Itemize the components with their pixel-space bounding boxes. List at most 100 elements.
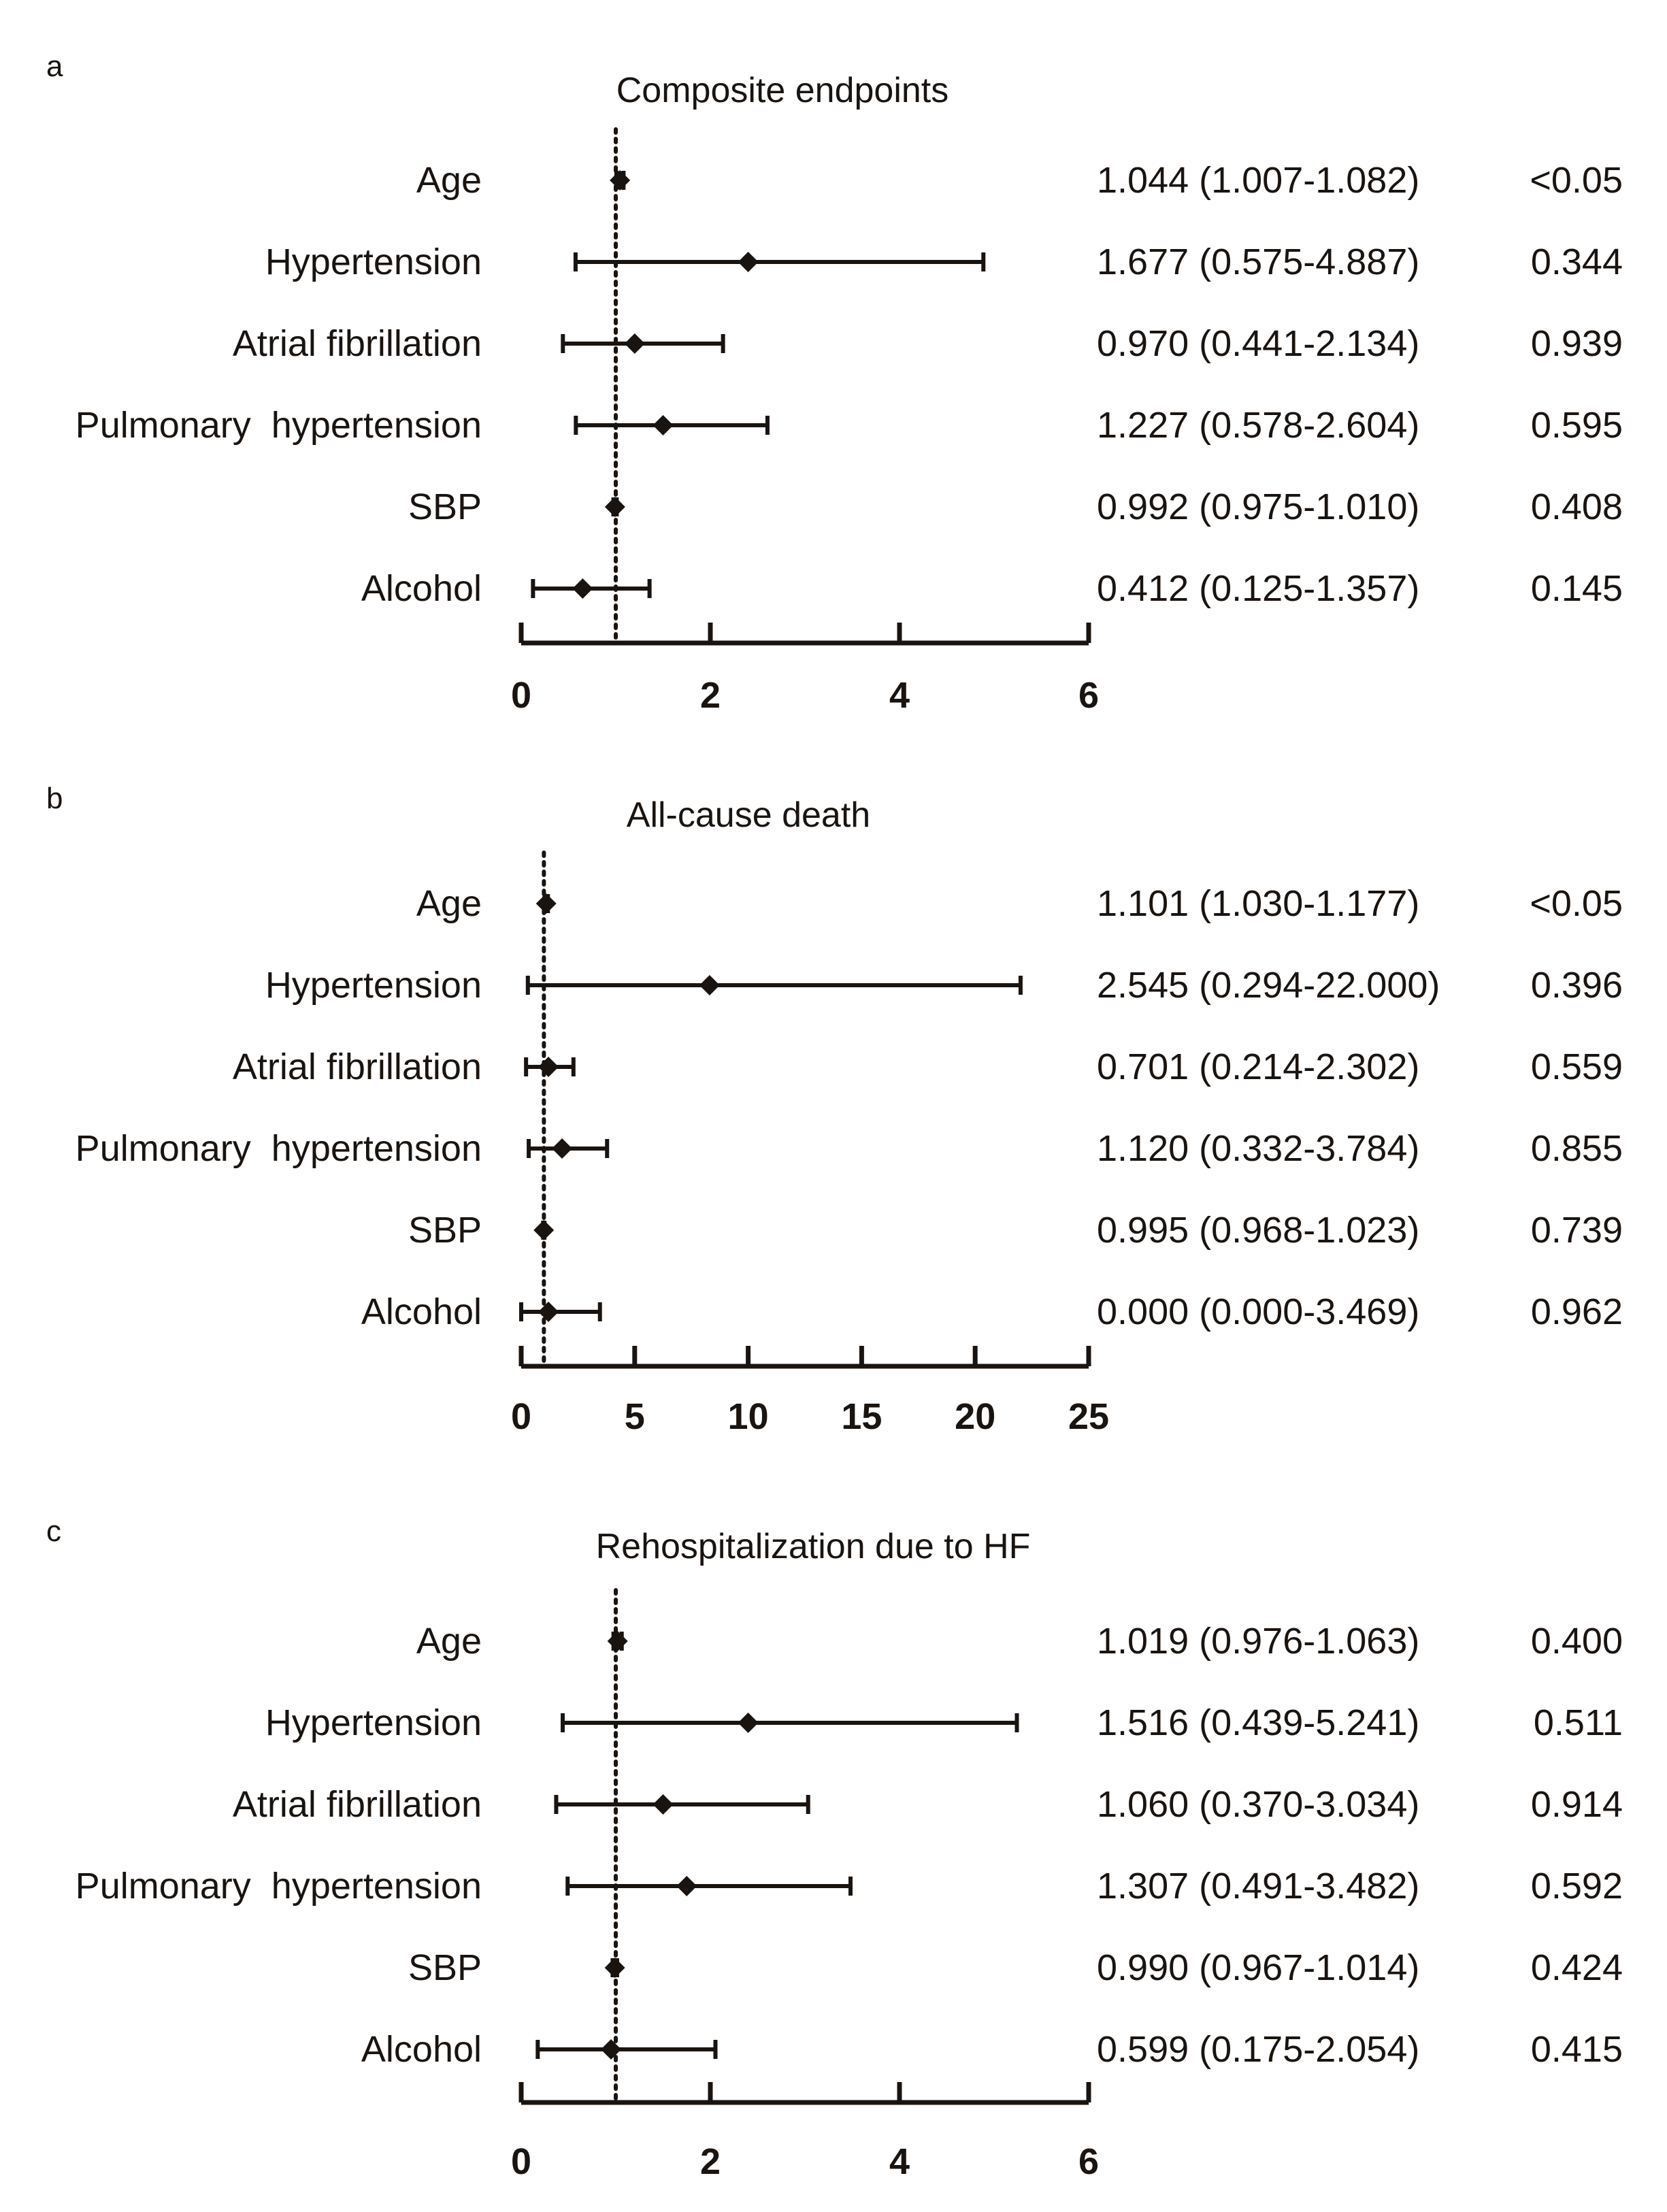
hr-point-marker	[624, 333, 645, 354]
row-label: SBP	[408, 1210, 482, 1251]
hr-ci-text: 1.101 (1.030-1.177)	[1097, 883, 1419, 924]
hr-ci-text: 1.044 (1.007-1.082)	[1097, 160, 1419, 201]
panel-letter: c	[46, 1515, 61, 1548]
p-value-text: 0.855	[1531, 1128, 1623, 1169]
hr-point-marker	[604, 1958, 625, 1978]
forest-row: Alcohol 0.000 (0.000-3.469) 0.962	[361, 1291, 1623, 1332]
p-value-text: 0.939	[1531, 323, 1623, 364]
p-value-text: 0.424	[1531, 1947, 1623, 1988]
row-label: Pulmonary hypertension	[76, 1866, 482, 1906]
p-value-text: 0.595	[1531, 405, 1623, 446]
p-value-text: 0.962	[1531, 1291, 1623, 1332]
hr-point-marker	[538, 1057, 559, 1077]
row-label: Pulmonary hypertension	[76, 1128, 482, 1169]
hr-ci-text: 1.227 (0.578-2.604)	[1097, 405, 1419, 446]
x-tick-label: 10	[728, 1396, 769, 1437]
forest-row: Age 1.019 (0.976-1.063) 0.400	[416, 1621, 1623, 1662]
forest-row: SBP 0.992 (0.975-1.010) 0.408	[408, 486, 1623, 527]
panel-letter: b	[46, 782, 63, 815]
hr-ci-text: 0.995 (0.968-1.023)	[1097, 1210, 1419, 1251]
row-label: Age	[416, 883, 482, 924]
x-tick-label: 15	[841, 1396, 882, 1437]
hr-point-marker	[538, 1302, 559, 1322]
panel-b: b All-cause death Age 1.101 (1.030-1.177) <0…	[46, 782, 1623, 1437]
panel-title: All-cause death	[627, 795, 870, 835]
p-value-text: 0.559	[1531, 1046, 1623, 1087]
forest-row: Age 1.044 (1.007-1.082) <0.05	[416, 160, 1623, 201]
p-value-text: 0.739	[1531, 1210, 1623, 1251]
hr-point-marker	[738, 252, 759, 272]
row-label: SBP	[408, 1947, 482, 1988]
forest-row: Pulmonary hypertension 1.227 (0.578-2.604…	[76, 405, 1623, 446]
x-tick-label: 0	[511, 675, 531, 716]
hr-ci-text: 0.992 (0.975-1.010)	[1097, 486, 1419, 527]
hr-ci-text: 1.516 (0.439-5.241)	[1097, 1702, 1419, 1743]
hr-point-marker	[676, 1876, 697, 1896]
hr-point-marker	[604, 497, 625, 517]
row-label: Hypertension	[265, 1702, 482, 1743]
forest-row: Alcohol 0.412 (0.125-1.357) 0.145	[361, 568, 1623, 609]
p-value-text: 0.396	[1531, 965, 1623, 1006]
forest-row: SBP 0.990 (0.967-1.014) 0.424	[408, 1947, 1623, 1988]
forest-row: SBP 0.995 (0.968-1.023) 0.739	[408, 1210, 1623, 1251]
hr-point-marker	[572, 578, 593, 599]
hr-ci-text: 0.701 (0.214-2.302)	[1097, 1046, 1419, 1087]
row-label: Alcohol	[361, 568, 482, 609]
panel-title: Rehospitalization due to HF	[596, 1527, 1031, 1566]
forest-row: Hypertension 1.516 (0.439-5.241) 0.511	[265, 1702, 1623, 1743]
x-tick-label: 4	[889, 675, 910, 716]
x-tick-label: 0	[511, 2141, 531, 2182]
hr-point-marker	[738, 1713, 759, 1733]
x-tick-label: 4	[889, 2141, 910, 2182]
row-label: Age	[416, 1621, 482, 1662]
x-tick-label: 6	[1078, 675, 1099, 716]
x-tick-label: 2	[700, 2141, 721, 2182]
x-tick-label: 5	[625, 1396, 645, 1437]
row-label: Hypertension	[265, 242, 482, 282]
panel-letter: a	[46, 50, 63, 83]
forest-row: Hypertension 1.677 (0.575-4.887) 0.344	[265, 242, 1623, 282]
hr-point-marker	[653, 1794, 674, 1815]
hr-ci-text: 1.120 (0.332-3.784)	[1097, 1128, 1419, 1169]
row-label: Atrial fibrillation	[233, 1784, 482, 1825]
hr-ci-text: 1.019 (0.976-1.063)	[1097, 1621, 1419, 1662]
hr-ci-text: 0.970 (0.441-2.134)	[1097, 323, 1419, 364]
p-value-text: 0.592	[1531, 1866, 1623, 1906]
row-label: Alcohol	[361, 2029, 482, 2070]
hr-point-marker	[552, 1138, 573, 1159]
row-label: Hypertension	[265, 965, 482, 1006]
panel-title: Composite endpoints	[616, 71, 949, 110]
hr-point-marker	[610, 170, 631, 191]
hr-ci-text: 2.545 (0.294-22.000)	[1097, 965, 1440, 1006]
hr-ci-text: 0.599 (0.175-2.054)	[1097, 2029, 1419, 2070]
p-value-text: 0.344	[1531, 242, 1623, 282]
x-tick-label: 6	[1078, 2141, 1099, 2182]
p-value-text: <0.05	[1530, 883, 1623, 924]
forest-row: Atrial fibrillation 0.701 (0.214-2.302) 0.…	[233, 1046, 1623, 1087]
hr-point-marker	[607, 1631, 628, 1651]
hr-point-marker	[535, 893, 557, 914]
hr-ci-text: 1.060 (0.370-3.034)	[1097, 1784, 1419, 1825]
hr-ci-text: 0.990 (0.967-1.014)	[1097, 1947, 1419, 1988]
row-label: Pulmonary hypertension	[76, 405, 482, 446]
forest-row: Age 1.101 (1.030-1.177) <0.05	[416, 883, 1623, 924]
row-label: Atrial fibrillation	[233, 1046, 482, 1087]
hr-point-marker	[533, 1220, 555, 1240]
row-label: Age	[416, 160, 482, 201]
hr-point-marker	[699, 975, 720, 995]
p-value-text: 0.408	[1531, 486, 1623, 527]
x-tick-label: 0	[511, 1396, 531, 1437]
p-value-text: <0.05	[1530, 160, 1623, 201]
forest-row: Atrial fibrillation 1.060 (0.370-3.034) 0.…	[233, 1784, 1623, 1825]
forest-row: Pulmonary hypertension 1.120 (0.332-3.784…	[76, 1128, 1623, 1169]
hr-ci-text: 0.412 (0.125-1.357)	[1097, 568, 1419, 609]
p-value-text: 0.511	[1534, 1702, 1623, 1743]
x-tick-label: 25	[1068, 1396, 1109, 1437]
p-value-text: 0.400	[1531, 1621, 1623, 1662]
forest-row: Hypertension 2.545 (0.294-22.000) 0.396	[265, 965, 1623, 1006]
hr-ci-text: 0.000 (0.000-3.469)	[1097, 1291, 1419, 1332]
forest-row: Pulmonary hypertension 1.307 (0.491-3.482…	[76, 1866, 1623, 1906]
x-tick-label: 2	[700, 675, 721, 716]
